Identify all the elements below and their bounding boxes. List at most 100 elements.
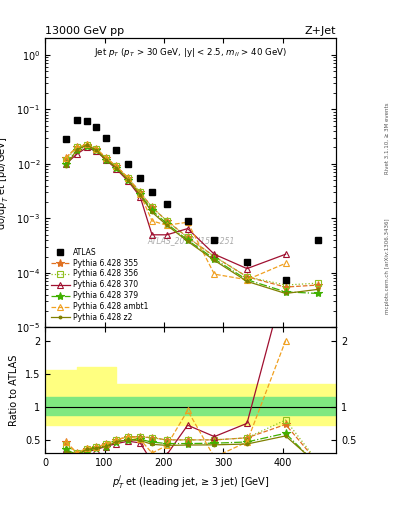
Line: Pythia 6.428 ambt1: Pythia 6.428 ambt1	[62, 141, 289, 283]
Pythia 6.428 356	[316, 280, 321, 286]
Pythia 6.428 356	[185, 234, 190, 240]
ATLAS	[150, 189, 154, 196]
Pythia 6.428 ambt1	[185, 219, 190, 225]
ATLAS	[283, 276, 288, 283]
Pythia 6.428 379	[103, 157, 108, 163]
Pythia 6.428 356	[283, 282, 288, 288]
Line: Pythia 6.428 379: Pythia 6.428 379	[62, 142, 322, 297]
Pythia 6.428 355	[84, 142, 89, 148]
Pythia 6.428 z2	[212, 258, 217, 264]
Pythia 6.428 355	[114, 163, 119, 169]
Pythia 6.428 355	[316, 282, 321, 288]
Pythia 6.428 379	[244, 276, 249, 283]
Pythia 6.428 370	[84, 144, 89, 151]
Pythia 6.428 ambt1	[212, 271, 217, 277]
Pythia 6.428 370	[212, 251, 217, 258]
Pythia 6.428 ambt1	[138, 191, 143, 197]
ATLAS	[165, 201, 169, 207]
Pythia 6.428 355	[64, 155, 68, 161]
Line: Pythia 6.428 370: Pythia 6.428 370	[62, 144, 289, 272]
ATLAS	[114, 147, 119, 153]
Line: Pythia 6.428 z2: Pythia 6.428 z2	[63, 142, 321, 296]
Pythia 6.428 379	[114, 165, 119, 171]
Pythia 6.428 379	[283, 289, 288, 295]
Pythia 6.428 356	[126, 175, 130, 181]
Line: Pythia 6.428 355: Pythia 6.428 355	[62, 141, 322, 291]
ATLAS	[185, 218, 190, 224]
ATLAS	[94, 124, 99, 130]
Pythia 6.428 ambt1	[165, 222, 169, 228]
Pythia 6.428 370	[244, 266, 249, 272]
Pythia 6.428 z2	[103, 157, 108, 163]
ATLAS	[74, 116, 79, 122]
Pythia 6.428 355	[165, 218, 169, 224]
ATLAS	[103, 135, 108, 141]
Pythia 6.428 379	[150, 207, 154, 214]
Pythia 6.428 ambt1	[103, 155, 108, 161]
ATLAS	[126, 161, 130, 167]
Pythia 6.428 355	[283, 284, 288, 290]
Pythia 6.428 ambt1	[150, 218, 154, 224]
Y-axis label: dσ/dp$_T^j$ et [pb/GeV]: dσ/dp$_T^j$ et [pb/GeV]	[0, 136, 11, 229]
Pythia 6.428 370	[185, 225, 190, 231]
Pythia 6.428 370	[114, 166, 119, 172]
Pythia 6.428 379	[165, 221, 169, 227]
Text: Rivet 3.1.10, ≥ 3M events: Rivet 3.1.10, ≥ 3M events	[385, 102, 389, 174]
Pythia 6.428 370	[165, 232, 169, 238]
Pythia 6.428 356	[138, 189, 143, 196]
Pythia 6.428 z2	[185, 238, 190, 244]
Pythia 6.428 379	[138, 191, 143, 197]
ATLAS	[84, 118, 89, 124]
ATLAS	[244, 259, 249, 265]
Text: Jet $p_T$ ($p_T$ > 30 GeV, |y| < 2.5, $m_{ll}$ > 40 GeV): Jet $p_T$ ($p_T$ > 30 GeV, |y| < 2.5, $m…	[94, 46, 287, 59]
ATLAS	[64, 136, 68, 142]
Pythia 6.428 370	[126, 178, 130, 184]
Pythia 6.428 356	[103, 155, 108, 161]
Pythia 6.428 z2	[138, 192, 143, 198]
Pythia 6.428 ambt1	[283, 260, 288, 266]
Pythia 6.428 379	[185, 237, 190, 243]
Legend: ATLAS, Pythia 6.428 355, Pythia 6.428 356, Pythia 6.428 370, Pythia 6.428 379, P: ATLAS, Pythia 6.428 355, Pythia 6.428 35…	[49, 246, 150, 324]
Pythia 6.428 355	[138, 189, 143, 196]
Pythia 6.428 379	[74, 147, 79, 153]
Pythia 6.428 355	[212, 253, 217, 260]
Pythia 6.428 356	[74, 144, 79, 151]
Pythia 6.428 356	[244, 274, 249, 280]
Pythia 6.428 370	[283, 251, 288, 258]
Pythia 6.428 ambt1	[244, 276, 249, 283]
Pythia 6.428 355	[74, 144, 79, 151]
Pythia 6.428 z2	[94, 147, 99, 153]
Pythia 6.428 379	[316, 290, 321, 296]
Pythia 6.428 355	[185, 234, 190, 240]
Pythia 6.428 355	[103, 155, 108, 161]
Pythia 6.428 z2	[84, 142, 89, 148]
Pythia 6.428 370	[74, 151, 79, 157]
Pythia 6.428 ambt1	[84, 141, 89, 147]
Pythia 6.428 379	[84, 143, 89, 150]
Pythia 6.428 379	[94, 147, 99, 153]
Text: 13000 GeV pp: 13000 GeV pp	[45, 26, 124, 36]
Pythia 6.428 z2	[283, 290, 288, 296]
Pythia 6.428 370	[94, 148, 99, 155]
Line: Pythia 6.428 356: Pythia 6.428 356	[63, 142, 321, 288]
Pythia 6.428 z2	[74, 147, 79, 153]
Pythia 6.428 z2	[316, 286, 321, 292]
Pythia 6.428 z2	[126, 177, 130, 183]
Pythia 6.428 z2	[64, 163, 68, 169]
Y-axis label: Ratio to ATLAS: Ratio to ATLAS	[9, 355, 19, 426]
Pythia 6.428 z2	[165, 222, 169, 228]
Pythia 6.428 379	[126, 177, 130, 183]
Pythia 6.428 370	[64, 161, 68, 167]
Pythia 6.428 356	[114, 163, 119, 169]
Pythia 6.428 ambt1	[74, 144, 79, 151]
Pythia 6.428 370	[103, 157, 108, 163]
Pythia 6.428 ambt1	[126, 175, 130, 181]
ATLAS	[138, 175, 143, 181]
Pythia 6.428 z2	[244, 279, 249, 285]
ATLAS	[316, 237, 321, 243]
Pythia 6.428 356	[212, 253, 217, 260]
Pythia 6.428 z2	[114, 165, 119, 171]
Pythia 6.428 355	[94, 145, 99, 152]
Pythia 6.428 356	[84, 142, 89, 148]
Pythia 6.428 z2	[150, 209, 154, 215]
